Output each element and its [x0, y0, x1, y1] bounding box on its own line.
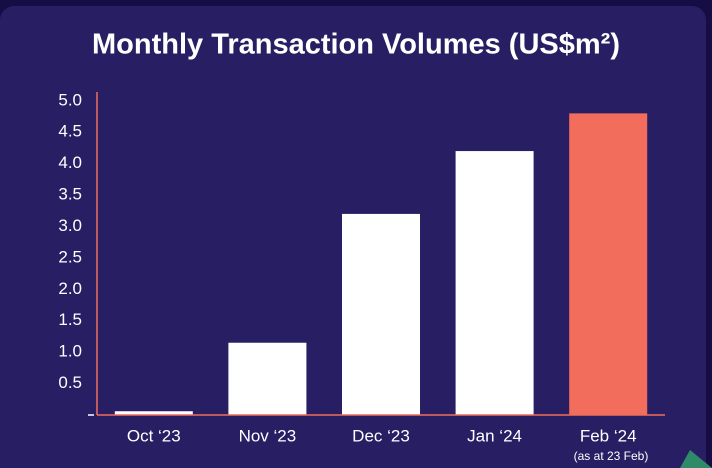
bar [455, 151, 534, 415]
chart-title: Monthly Transaction Volumes (US$m²) [92, 29, 620, 61]
y-tick-label: 0.5 [58, 373, 82, 392]
y-tick-label: 5.0 [58, 90, 82, 109]
x-tick-label: Oct ‘23 [127, 426, 181, 445]
bar [114, 411, 193, 415]
y-tick-label: 1.0 [58, 342, 82, 361]
x-tick-label: Nov ‘23 [239, 426, 297, 445]
x-tick-label: Dec ‘23 [352, 426, 410, 445]
x-tick-label: Jan ‘24 [467, 426, 522, 445]
y-tick-label: 3.0 [58, 216, 82, 235]
y-tick-label: 3.5 [58, 185, 82, 204]
y-tick-label: 1.5 [58, 310, 82, 329]
bar [228, 342, 307, 415]
bar [569, 113, 648, 416]
y-tick-label: 2.0 [58, 279, 82, 298]
y-tick-label: 4.0 [58, 153, 82, 172]
decoration [680, 450, 712, 468]
bar [342, 213, 420, 415]
y-tick-label: 4.5 [58, 122, 82, 141]
x-tick-label: Feb ‘24 [580, 426, 637, 445]
y-tick-label: 2.5 [58, 247, 82, 266]
annotation: (as at 23 Feb) [574, 449, 649, 463]
